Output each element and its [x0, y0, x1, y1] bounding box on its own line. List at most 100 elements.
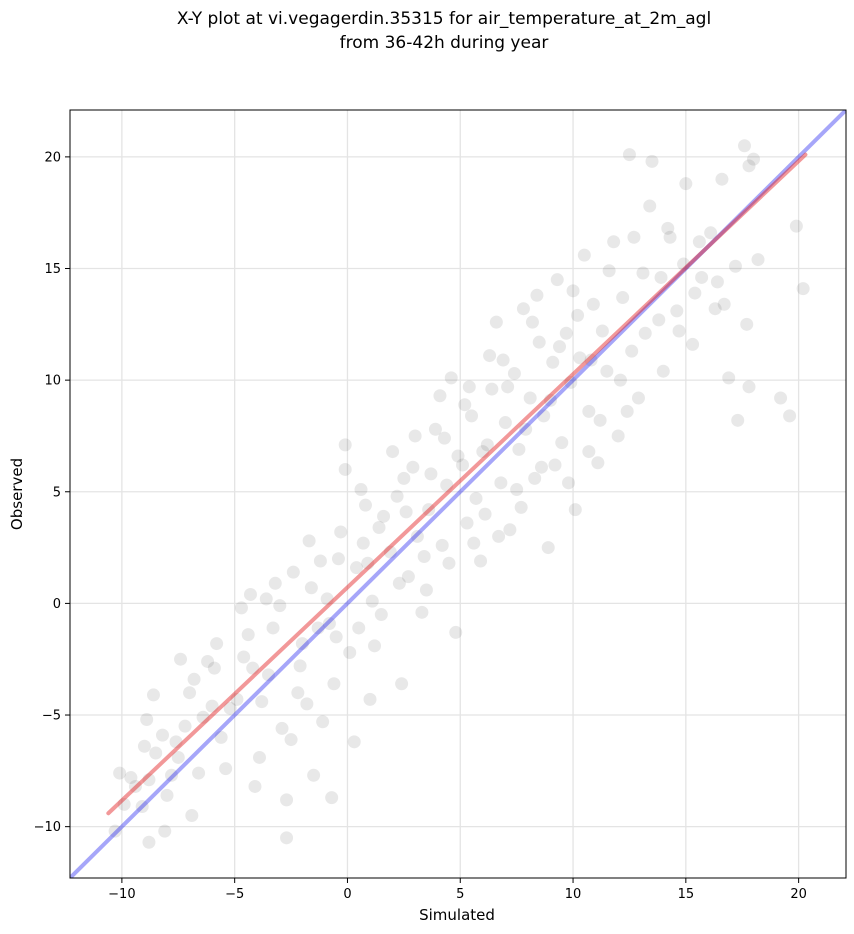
data-point [595, 324, 609, 338]
data-point [564, 375, 578, 389]
data-point [108, 824, 122, 838]
data-point [417, 550, 431, 564]
data-point [223, 701, 237, 715]
chart-title-line1: X-Y plot at vi.vegagerdin.35315 for air_… [177, 9, 711, 29]
data-point [262, 668, 276, 682]
y-axis-label: Observed [8, 458, 26, 530]
data-point [677, 257, 691, 271]
data-point [456, 458, 470, 472]
data-point [440, 478, 454, 492]
data-point [268, 576, 282, 590]
data-point [458, 398, 472, 412]
x-axis-label: Simulated [419, 906, 495, 924]
data-point [174, 652, 188, 666]
data-point [494, 476, 508, 490]
data-point [266, 621, 280, 635]
data-point [537, 409, 551, 423]
identity-line [70, 110, 846, 878]
data-point [483, 349, 497, 363]
y-tick-label: 10 [44, 374, 61, 389]
data-point [566, 284, 580, 298]
x-tick-label: 5 [456, 887, 464, 902]
data-point [607, 235, 621, 249]
data-point [329, 630, 343, 644]
data-point [656, 364, 670, 378]
data-point [368, 639, 382, 653]
data-point [451, 449, 465, 463]
data-point [550, 273, 564, 287]
data-point [160, 788, 174, 802]
data-point [742, 380, 756, 394]
reference-lines [70, 110, 846, 878]
data-point [325, 791, 339, 805]
data-point [327, 677, 341, 691]
data-point [128, 779, 142, 793]
data-point [568, 503, 582, 517]
data-point [322, 616, 336, 630]
data-point [113, 766, 127, 780]
data-point [415, 605, 429, 619]
y-tick-label: −10 [34, 820, 61, 835]
data-point [663, 230, 677, 244]
data-point [582, 404, 596, 418]
data-point [424, 467, 438, 481]
y-tick-label: 5 [53, 485, 61, 500]
data-point [534, 460, 548, 474]
data-point [708, 302, 722, 316]
data-point [467, 536, 481, 550]
data-point [331, 552, 345, 566]
data-point [710, 275, 724, 289]
data-point [146, 688, 160, 702]
data-point [300, 697, 314, 711]
y-tick-label: 15 [44, 262, 61, 277]
data-point [620, 404, 634, 418]
data-point [593, 413, 607, 427]
data-point [171, 750, 185, 764]
y-tick-label: 0 [53, 597, 61, 612]
data-point [246, 661, 260, 675]
data-point [313, 554, 327, 568]
data-point [280, 793, 294, 807]
data-point [496, 353, 510, 367]
data-point [616, 291, 630, 305]
data-point [525, 315, 539, 329]
data-point [192, 766, 206, 780]
data-point [474, 554, 488, 568]
y-tick-label: 20 [44, 150, 61, 165]
data-point [510, 483, 524, 497]
data-point [503, 523, 517, 537]
data-point [356, 536, 370, 550]
data-point [636, 266, 650, 280]
data-point [307, 768, 321, 782]
data-point [293, 659, 307, 673]
data-point [377, 509, 391, 523]
data-point [286, 565, 300, 579]
data-point [361, 556, 375, 570]
data-point [149, 746, 163, 760]
data-point [410, 529, 424, 543]
regression-line [106, 152, 808, 816]
data-point [722, 371, 736, 385]
data-point [259, 592, 273, 606]
x-axis-ticks: −10 −5 0 5 10 15 20 [108, 878, 807, 902]
data-point [158, 824, 172, 838]
x-tick-label: 0 [343, 887, 351, 902]
data-point [219, 762, 233, 776]
data-point [349, 561, 363, 575]
data-point [498, 416, 512, 430]
data-point [688, 286, 702, 300]
data-point [512, 442, 526, 456]
data-point [201, 654, 215, 668]
y-tick-label: −5 [42, 709, 61, 724]
x-tick-label: 15 [678, 887, 695, 902]
data-point [433, 389, 447, 403]
data-point [363, 692, 377, 706]
data-point [546, 355, 560, 369]
data-point [571, 308, 585, 322]
data-point [187, 672, 201, 686]
data-point [530, 288, 544, 302]
data-point [643, 199, 657, 213]
data-point [347, 735, 361, 749]
data-points [108, 139, 810, 849]
